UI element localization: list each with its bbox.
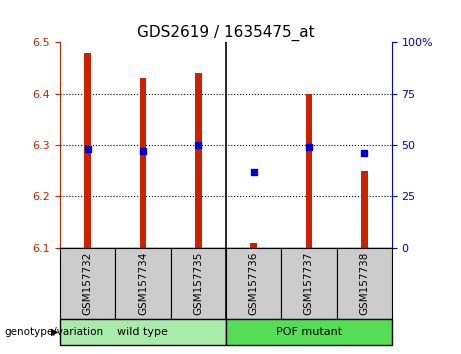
Text: wild type: wild type [118,327,168,337]
Bar [361,171,367,248]
Bar [115,248,171,319]
Text: POF mutant: POF mutant [276,327,342,337]
Text: GSM157732: GSM157732 [83,251,93,315]
Bar [171,248,226,319]
Text: GSM157735: GSM157735 [193,251,203,315]
Point [139,148,147,154]
Bar [60,319,226,345]
Point [250,169,257,175]
Text: GSM157734: GSM157734 [138,251,148,315]
Bar [140,79,146,248]
Text: ▶: ▶ [51,327,58,337]
Bar [84,53,91,248]
Bar [337,248,392,319]
Point [84,147,91,152]
Text: GSM157736: GSM157736 [248,251,259,315]
Title: GDS2619 / 1635475_at: GDS2619 / 1635475_at [137,25,315,41]
Bar [60,248,115,319]
Bar [226,248,281,319]
Point [195,142,202,148]
Text: GSM157737: GSM157737 [304,251,314,315]
Bar [250,242,257,248]
Bar [226,319,392,345]
Bar [306,94,312,248]
Point [361,150,368,156]
Point [305,144,313,150]
Text: GSM157738: GSM157738 [359,251,369,315]
Bar [195,73,201,248]
Text: genotype/variation: genotype/variation [5,327,104,337]
Bar [281,248,337,319]
